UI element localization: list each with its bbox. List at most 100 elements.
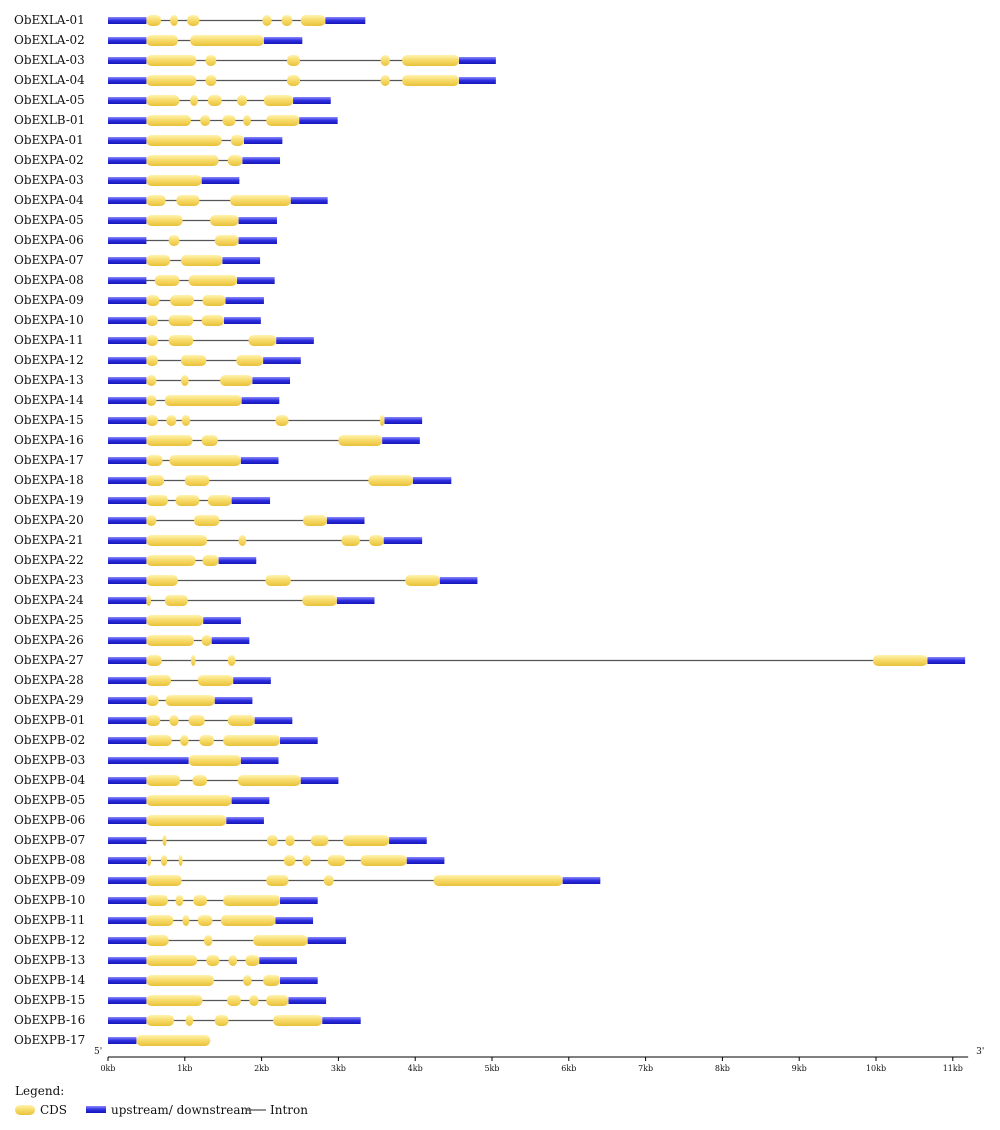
- utr-segment: [108, 337, 147, 344]
- gene-label: ObEXPB-16: [14, 1013, 85, 1027]
- cds-segment: [402, 55, 459, 66]
- gene-row: ObEXPB-12: [14, 933, 347, 947]
- gene-label: ObEXPA-17: [14, 453, 84, 467]
- cds-segment: [405, 575, 440, 586]
- utr-segment: [237, 277, 275, 284]
- gene-label: ObEXPA-08: [14, 273, 84, 287]
- x-tick-label: 7kb: [638, 1064, 653, 1073]
- cds-segment: [146, 575, 178, 586]
- cds-segment: [360, 855, 407, 866]
- cds-segment: [146, 475, 165, 486]
- cds-segment: [147, 855, 152, 866]
- utr-segment: [254, 717, 293, 724]
- cds-segment: [201, 315, 224, 326]
- cds-segment: [236, 355, 264, 366]
- gene-row: ObEXPA-26: [14, 633, 250, 647]
- utr-segment: [108, 177, 147, 184]
- cds-segment: [146, 795, 232, 806]
- utr-segment: [108, 817, 147, 824]
- cds-segment: [146, 895, 168, 906]
- cds-segment: [206, 955, 220, 966]
- cds-segment: [146, 715, 161, 726]
- cds-segment: [146, 395, 157, 406]
- gene-row: ObEXPB-11: [14, 913, 314, 927]
- legend-cds-swatch: [15, 1105, 35, 1115]
- utr-segment: [231, 797, 270, 804]
- cds-segment: [146, 335, 158, 346]
- gene-row: ObEXPA-24: [14, 593, 375, 607]
- cds-segment: [249, 995, 259, 1006]
- gene-row: ObEXPA-29: [14, 693, 253, 707]
- cds-segment: [178, 855, 183, 866]
- cds-segment: [188, 755, 241, 766]
- cds-segment: [168, 335, 194, 346]
- gene-label: ObEXLA-01: [14, 13, 85, 27]
- cds-segment: [214, 1015, 229, 1026]
- gene-label: ObEXPB-13: [14, 953, 85, 967]
- cds-segment: [146, 815, 227, 826]
- utr-segment: [231, 497, 271, 504]
- cds-segment: [146, 975, 214, 986]
- cds-segment: [283, 855, 296, 866]
- cds-segment: [146, 135, 222, 146]
- gene-label: ObEXPA-18: [14, 473, 84, 487]
- legend-cds-label: CDS: [40, 1103, 67, 1117]
- cds-segment: [286, 55, 300, 66]
- utr-segment: [389, 837, 427, 844]
- utr-segment: [263, 357, 301, 364]
- gene-row: ObEXPA-10: [14, 313, 261, 327]
- gene-row: ObEXPA-06: [14, 233, 277, 247]
- utr-segment: [242, 157, 281, 164]
- utr-segment: [211, 637, 250, 644]
- gene-label: ObEXPB-10: [14, 893, 85, 907]
- x-tick-label: 4kb: [408, 1064, 423, 1073]
- gene-row: ObEXPB-04: [14, 773, 339, 787]
- cds-segment: [146, 95, 180, 106]
- utr-segment: [108, 657, 147, 664]
- cds-segment: [146, 455, 163, 466]
- cds-segment: [146, 875, 182, 886]
- cds-segment: [146, 175, 202, 186]
- cds-segment: [369, 535, 384, 546]
- gene-label: ObEXPA-25: [14, 613, 84, 627]
- cds-segment: [146, 535, 208, 546]
- gene-row: ObEXPA-20: [14, 513, 365, 527]
- cds-segment: [164, 395, 242, 406]
- utr-segment: [108, 377, 147, 384]
- cds-segment: [237, 775, 301, 786]
- cds-segment: [169, 715, 179, 726]
- cds-segment: [202, 295, 226, 306]
- utr-segment: [108, 557, 147, 564]
- gene-label: ObEXPA-26: [14, 633, 84, 647]
- x-axis: 0kb 1kb 2kb 3kb 4kb 5kb 6kb 7kb 8kb 9kb 10kb 11kb 5'…: [94, 1047, 984, 1073]
- gene-row: ObEXPA-14: [14, 393, 280, 407]
- utr-segment: [325, 17, 366, 24]
- cds-segment: [146, 995, 203, 1006]
- cds-segment: [266, 875, 289, 886]
- utr-segment: [233, 677, 271, 684]
- gene-row: ObEXPA-08: [14, 273, 275, 287]
- cds-segment: [146, 215, 183, 226]
- cds-segment: [146, 435, 193, 446]
- utr-segment: [562, 877, 601, 884]
- gene-row: ObEXPB-13: [14, 953, 297, 967]
- utr-segment: [218, 557, 257, 564]
- cds-segment: [176, 195, 200, 206]
- cds-segment: [286, 75, 300, 86]
- gene-label: ObEXLA-02: [14, 33, 85, 47]
- utr-segment: [108, 457, 147, 464]
- utr-segment: [458, 57, 496, 64]
- gene-row: ObEXPA-04: [14, 193, 328, 207]
- utr-segment: [108, 957, 147, 964]
- gene-label: ObEXPA-06: [14, 233, 84, 247]
- cds-segment: [146, 915, 174, 926]
- cds-segment: [275, 415, 289, 426]
- gene-row: ObEXPA-18: [14, 473, 452, 487]
- utr-segment: [108, 997, 147, 1004]
- cds-segment: [146, 155, 219, 166]
- utr-segment: [252, 377, 291, 384]
- gene-row: ObEXPA-11: [14, 333, 314, 347]
- utr-segment: [240, 457, 279, 464]
- cds-segment: [872, 655, 928, 666]
- cds-segment: [162, 835, 167, 846]
